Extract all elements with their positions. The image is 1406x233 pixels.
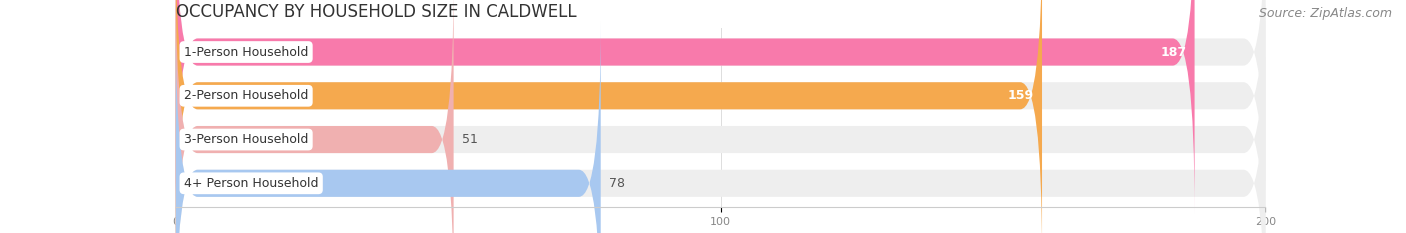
FancyBboxPatch shape — [176, 22, 600, 233]
FancyBboxPatch shape — [176, 0, 454, 233]
Text: OCCUPANCY BY HOUSEHOLD SIZE IN CALDWELL: OCCUPANCY BY HOUSEHOLD SIZE IN CALDWELL — [176, 3, 576, 21]
Text: 3-Person Household: 3-Person Household — [184, 133, 308, 146]
Text: 159: 159 — [1008, 89, 1033, 102]
FancyBboxPatch shape — [176, 0, 1195, 213]
FancyBboxPatch shape — [176, 0, 1042, 233]
Text: 78: 78 — [609, 177, 624, 190]
FancyBboxPatch shape — [176, 22, 1265, 233]
Text: 2-Person Household: 2-Person Household — [184, 89, 308, 102]
Text: 187: 187 — [1160, 45, 1187, 58]
FancyBboxPatch shape — [176, 0, 1265, 233]
FancyBboxPatch shape — [176, 0, 1265, 213]
Text: 1-Person Household: 1-Person Household — [184, 45, 308, 58]
Text: Source: ZipAtlas.com: Source: ZipAtlas.com — [1258, 7, 1392, 20]
Text: 4+ Person Household: 4+ Person Household — [184, 177, 318, 190]
FancyBboxPatch shape — [176, 0, 1265, 233]
Text: 51: 51 — [461, 133, 478, 146]
